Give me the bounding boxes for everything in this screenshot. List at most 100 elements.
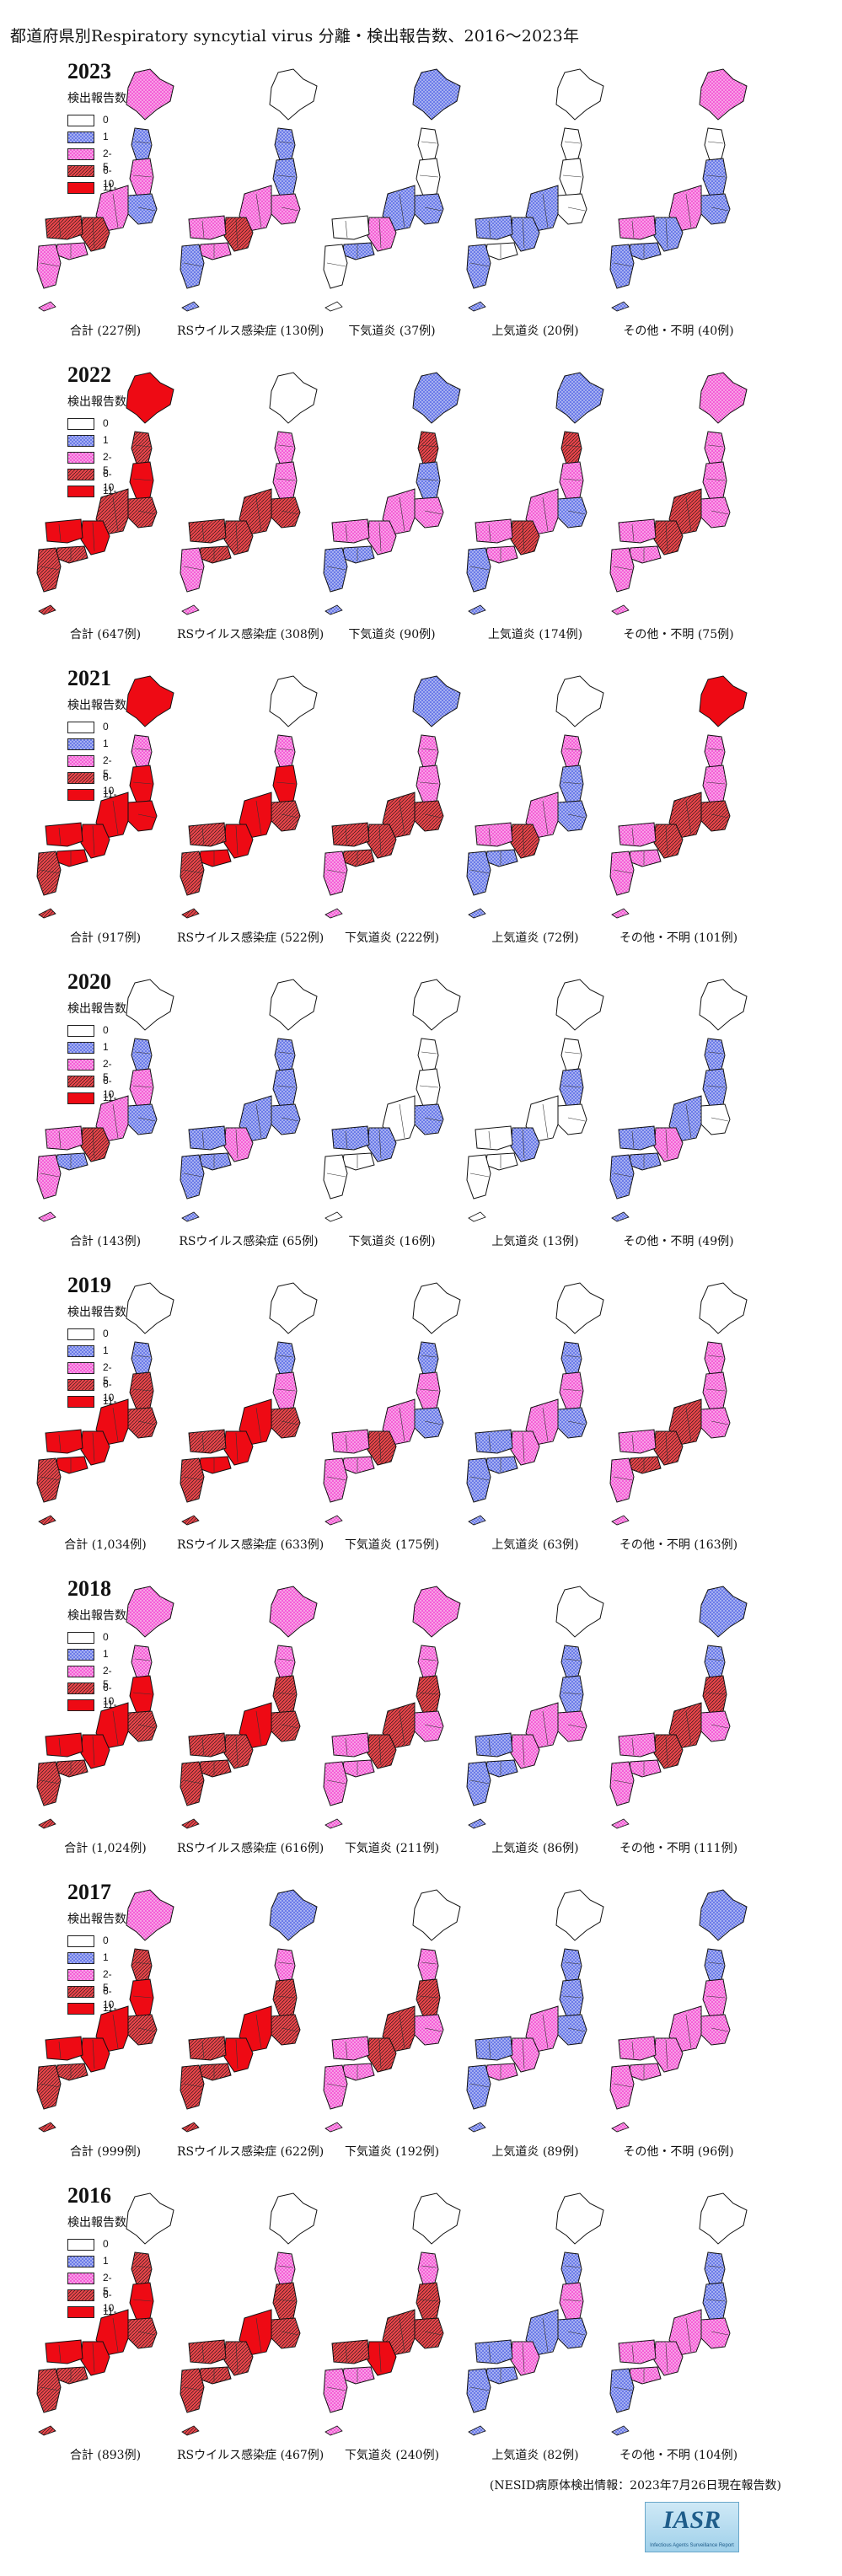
region-shikoku [628, 1759, 662, 1778]
region-kanto [126, 2317, 158, 2349]
prefecture-border [711, 813, 729, 818]
prefecture-border [542, 1103, 549, 1139]
prefecture-border [40, 2083, 60, 2088]
prefecture-border [255, 1407, 262, 1442]
region-kanto [412, 2317, 444, 2349]
prefecture-border [255, 1103, 262, 1139]
prefecture-border [201, 1737, 205, 1756]
region-chugoku [331, 2339, 370, 2364]
prefecture-border [235, 1736, 239, 1766]
prefecture-border [276, 1085, 296, 1088]
region-okinawa [38, 604, 56, 615]
region-hokkaido [126, 372, 174, 424]
region-kyushu [466, 851, 491, 896]
prefecture-border [345, 220, 348, 239]
region-kyushu [36, 1154, 62, 1199]
prefecture-border [58, 1737, 62, 1756]
japan-map [180, 675, 318, 919]
prefecture-border [345, 2344, 348, 2363]
prefecture-border [277, 1355, 294, 1358]
region-okinawa [181, 2122, 200, 2133]
prefecture-border [711, 1420, 729, 1425]
region-kanto [555, 1103, 587, 1135]
prefecture-border [564, 1658, 581, 1661]
prefecture-border [469, 1476, 490, 1481]
region-tohoku-north [417, 127, 439, 161]
map-caption: RSウイルス感染症 (467例) [177, 2449, 324, 2462]
prefecture-border [183, 2083, 203, 2088]
region-hokkaido [555, 1586, 604, 1638]
legend-swatch [67, 1025, 94, 1037]
japan-map [609, 1889, 748, 2133]
prefecture-border [255, 193, 262, 228]
region-kanto [412, 1407, 444, 1439]
region-tohoku-north [704, 734, 726, 768]
region-kinki [653, 1127, 684, 1162]
year-label: 2018 [67, 1576, 111, 1601]
region-kyushu [323, 1457, 348, 1503]
year-label: 2021 [67, 666, 111, 690]
prefecture-border [562, 174, 582, 178]
region-okinawa [324, 604, 343, 615]
region-tohoku-north [560, 1341, 582, 1375]
prefecture-border [685, 1407, 692, 1442]
prefecture-border [469, 1173, 490, 1178]
region-hokkaido [555, 2192, 604, 2245]
map-caption: 合計 (917例) [69, 931, 142, 945]
legend-swatch [67, 182, 94, 194]
prefecture-border [201, 1130, 205, 1149]
prefecture-border [58, 1130, 62, 1149]
region-kyushu [609, 244, 635, 289]
prefecture-border [40, 869, 60, 874]
prefecture-border [134, 2265, 151, 2268]
region-tohoku-north [131, 1341, 153, 1375]
region-kanto [126, 1103, 158, 1135]
year-label: 2019 [67, 1273, 111, 1297]
legend-label: 1 [103, 2255, 109, 2267]
prefecture-border [58, 827, 62, 845]
prefecture-border [419, 1692, 439, 1695]
prefecture-border [281, 1724, 299, 1729]
region-hokkaido [699, 1282, 748, 1334]
prefecture-border [613, 566, 633, 571]
region-hokkaido [555, 979, 604, 1031]
legend-label: 0 [103, 721, 109, 733]
prefecture-border [665, 1129, 668, 1159]
prefecture-border [705, 1085, 726, 1088]
region-kanto [555, 496, 587, 529]
region-chugoku [618, 1125, 657, 1151]
region-okinawa [181, 301, 200, 312]
prefecture-border [92, 2039, 95, 2069]
prefecture-border [542, 1407, 549, 1442]
region-okinawa [324, 908, 343, 919]
region-kyushu [466, 2368, 491, 2413]
region-okinawa [324, 1818, 343, 1829]
region-chugoku [188, 215, 227, 240]
region-kyushu [609, 547, 635, 593]
region-chugoku [188, 1732, 227, 1758]
japan-map [466, 372, 604, 615]
region-kinki [653, 824, 684, 859]
region-kyushu [323, 1761, 348, 1806]
region-hokkaido [555, 1889, 604, 1941]
region-okinawa [38, 301, 56, 312]
prefecture-border [40, 1173, 60, 1178]
legend-swatch [67, 1649, 94, 1661]
prefecture-border [399, 2014, 405, 2049]
region-okinawa [611, 1211, 630, 1222]
region-tohoku-north [274, 431, 296, 464]
prefecture-border [40, 262, 60, 267]
region-kanto [126, 1407, 158, 1439]
legend-swatch [67, 1042, 94, 1054]
prefecture-border [255, 2014, 262, 2049]
prefecture-border [567, 813, 586, 818]
region-tohoku-north [704, 1341, 726, 1375]
prefecture-border [112, 193, 119, 228]
prefecture-border [685, 1710, 692, 1746]
legend-label: 6-10 [103, 1682, 115, 1707]
legend-swatch [67, 1092, 94, 1104]
region-tohoku-north [131, 127, 153, 161]
region-shikoku [341, 242, 375, 260]
region-kanto [699, 193, 731, 225]
region-kanto [126, 1710, 158, 1742]
